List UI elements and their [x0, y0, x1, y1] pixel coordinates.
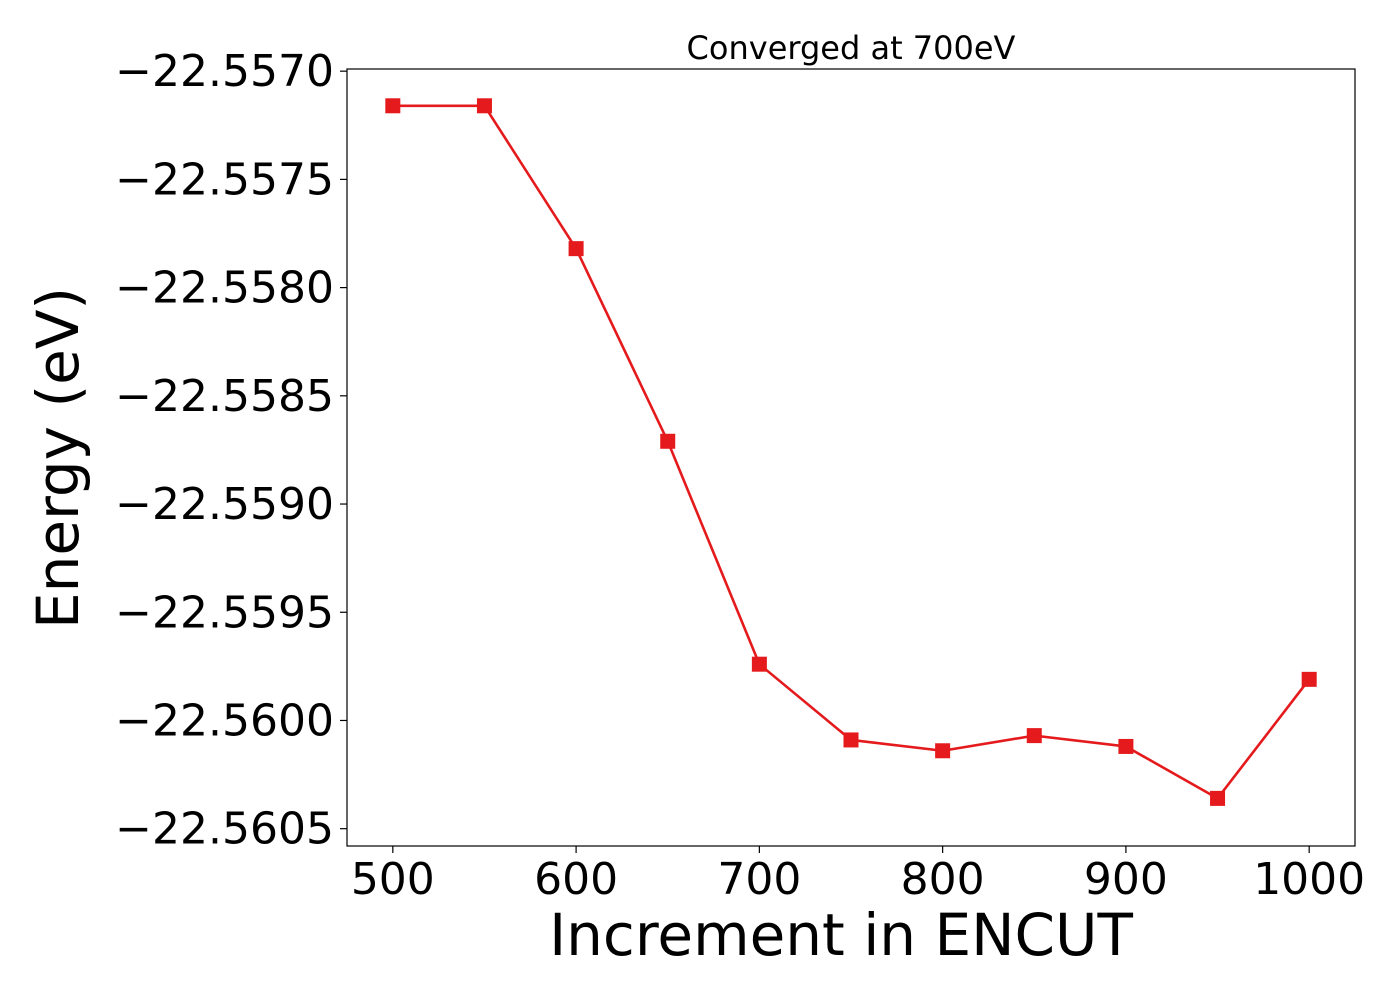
- y-axis: −22.5570 −22.5575 −22.5580 −22.5585 −22.5590…: [115, 46, 347, 855]
- data-point-marker: [476, 98, 492, 114]
- y-tick-label: −22.5570: [115, 46, 334, 97]
- y-axis-label: Energy (eV): [24, 287, 92, 629]
- x-tick-label: 500: [351, 854, 435, 905]
- y-tick-label: −22.5585: [115, 371, 334, 422]
- x-tick-label: 900: [1084, 854, 1168, 905]
- x-tick-label: 1000: [1253, 854, 1365, 905]
- y-tick-label: −22.5590: [115, 479, 334, 530]
- x-tick-label: 600: [534, 854, 618, 905]
- data-point-marker: [751, 656, 767, 672]
- y-tick-label: −22.5605: [115, 804, 334, 855]
- x-tick-label: 700: [717, 854, 801, 905]
- x-tick-label: 800: [901, 854, 985, 905]
- plot-series: [385, 98, 1317, 806]
- data-point-marker: [843, 732, 859, 748]
- data-point-marker: [660, 433, 676, 449]
- data-point-marker: [1301, 671, 1317, 687]
- x-axis-label: Increment in ENCUT: [549, 901, 1133, 969]
- chart-title: Converged at 700eV: [687, 29, 1016, 67]
- data-point-marker: [568, 241, 584, 257]
- data-point-marker: [935, 743, 951, 759]
- series-line: [391, 104, 1311, 800]
- data-point-marker: [1118, 738, 1134, 754]
- y-tick-label: −22.5595: [115, 587, 334, 638]
- y-tick-label: −22.5600: [115, 695, 334, 746]
- x-axis: 500 600 700 800 900 1000: [351, 846, 1365, 905]
- plot-area-frame: [346, 68, 1356, 847]
- y-tick-label: −22.5580: [115, 263, 334, 314]
- data-point-marker: [1210, 790, 1226, 806]
- y-tick-label: −22.5575: [115, 154, 334, 205]
- data-point-marker: [385, 98, 401, 114]
- data-point-marker: [1026, 728, 1042, 744]
